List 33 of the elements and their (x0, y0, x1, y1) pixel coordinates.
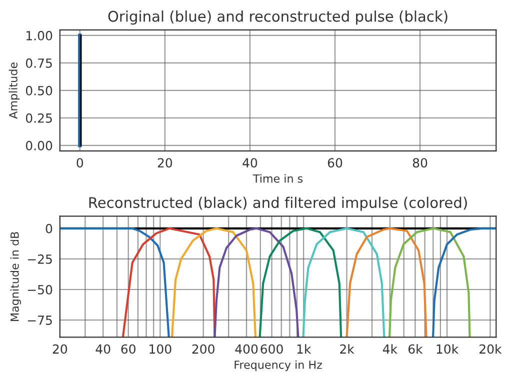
x-tick-label: 200 (192, 344, 214, 354)
y-tick-label: 0 (46, 224, 52, 234)
y-tick-label: 0.00 (26, 140, 52, 150)
x-tick-label: 80 (412, 158, 428, 168)
y-tick-label: −50 (28, 284, 52, 294)
x-axis-title: Time in s (252, 174, 303, 183)
y-tick-label: 0.75 (26, 58, 52, 68)
x-tick-label: 20 (158, 158, 172, 168)
x-tick-label: 10k (436, 344, 459, 354)
x-tick-label: 40 (242, 158, 258, 168)
y-axis-title: Magnitude in dB (10, 232, 22, 321)
x-tick-label: 2k (340, 344, 354, 354)
x-tick-label: 100 (150, 344, 172, 354)
y-tick-label: 0.50 (26, 86, 52, 96)
x-tick-label: 4k (382, 344, 398, 354)
y-axis-title: Amplitude (8, 62, 20, 119)
x-axis-title: Frequency in Hz (234, 360, 322, 372)
y-tick-label: −75 (28, 316, 52, 325)
x-tick-label: 20k (480, 344, 502, 354)
y-tick-label: −25 (28, 254, 52, 264)
x-tick-label: 0 (76, 158, 84, 168)
x-tick-label: 1k (297, 344, 312, 354)
x-tick-label: 20 (52, 344, 68, 354)
x-tick-label: 60 (121, 344, 136, 354)
x-tick-label: 6k (408, 344, 423, 354)
x-tick-label: 600 (260, 344, 283, 354)
chart-title: Original (blue) and reconstructed pulse (black) (108, 10, 448, 25)
x-tick-label: 60 (328, 158, 342, 168)
y-tick-label: 0.25 (26, 113, 52, 123)
chart-title: Reconstructed (black) and filtered impulse (colored) (89, 196, 467, 211)
x-tick-label: 40 (96, 344, 110, 354)
y-tick-label: 1.00 (26, 30, 52, 40)
x-tick-label: 400 (235, 344, 258, 354)
